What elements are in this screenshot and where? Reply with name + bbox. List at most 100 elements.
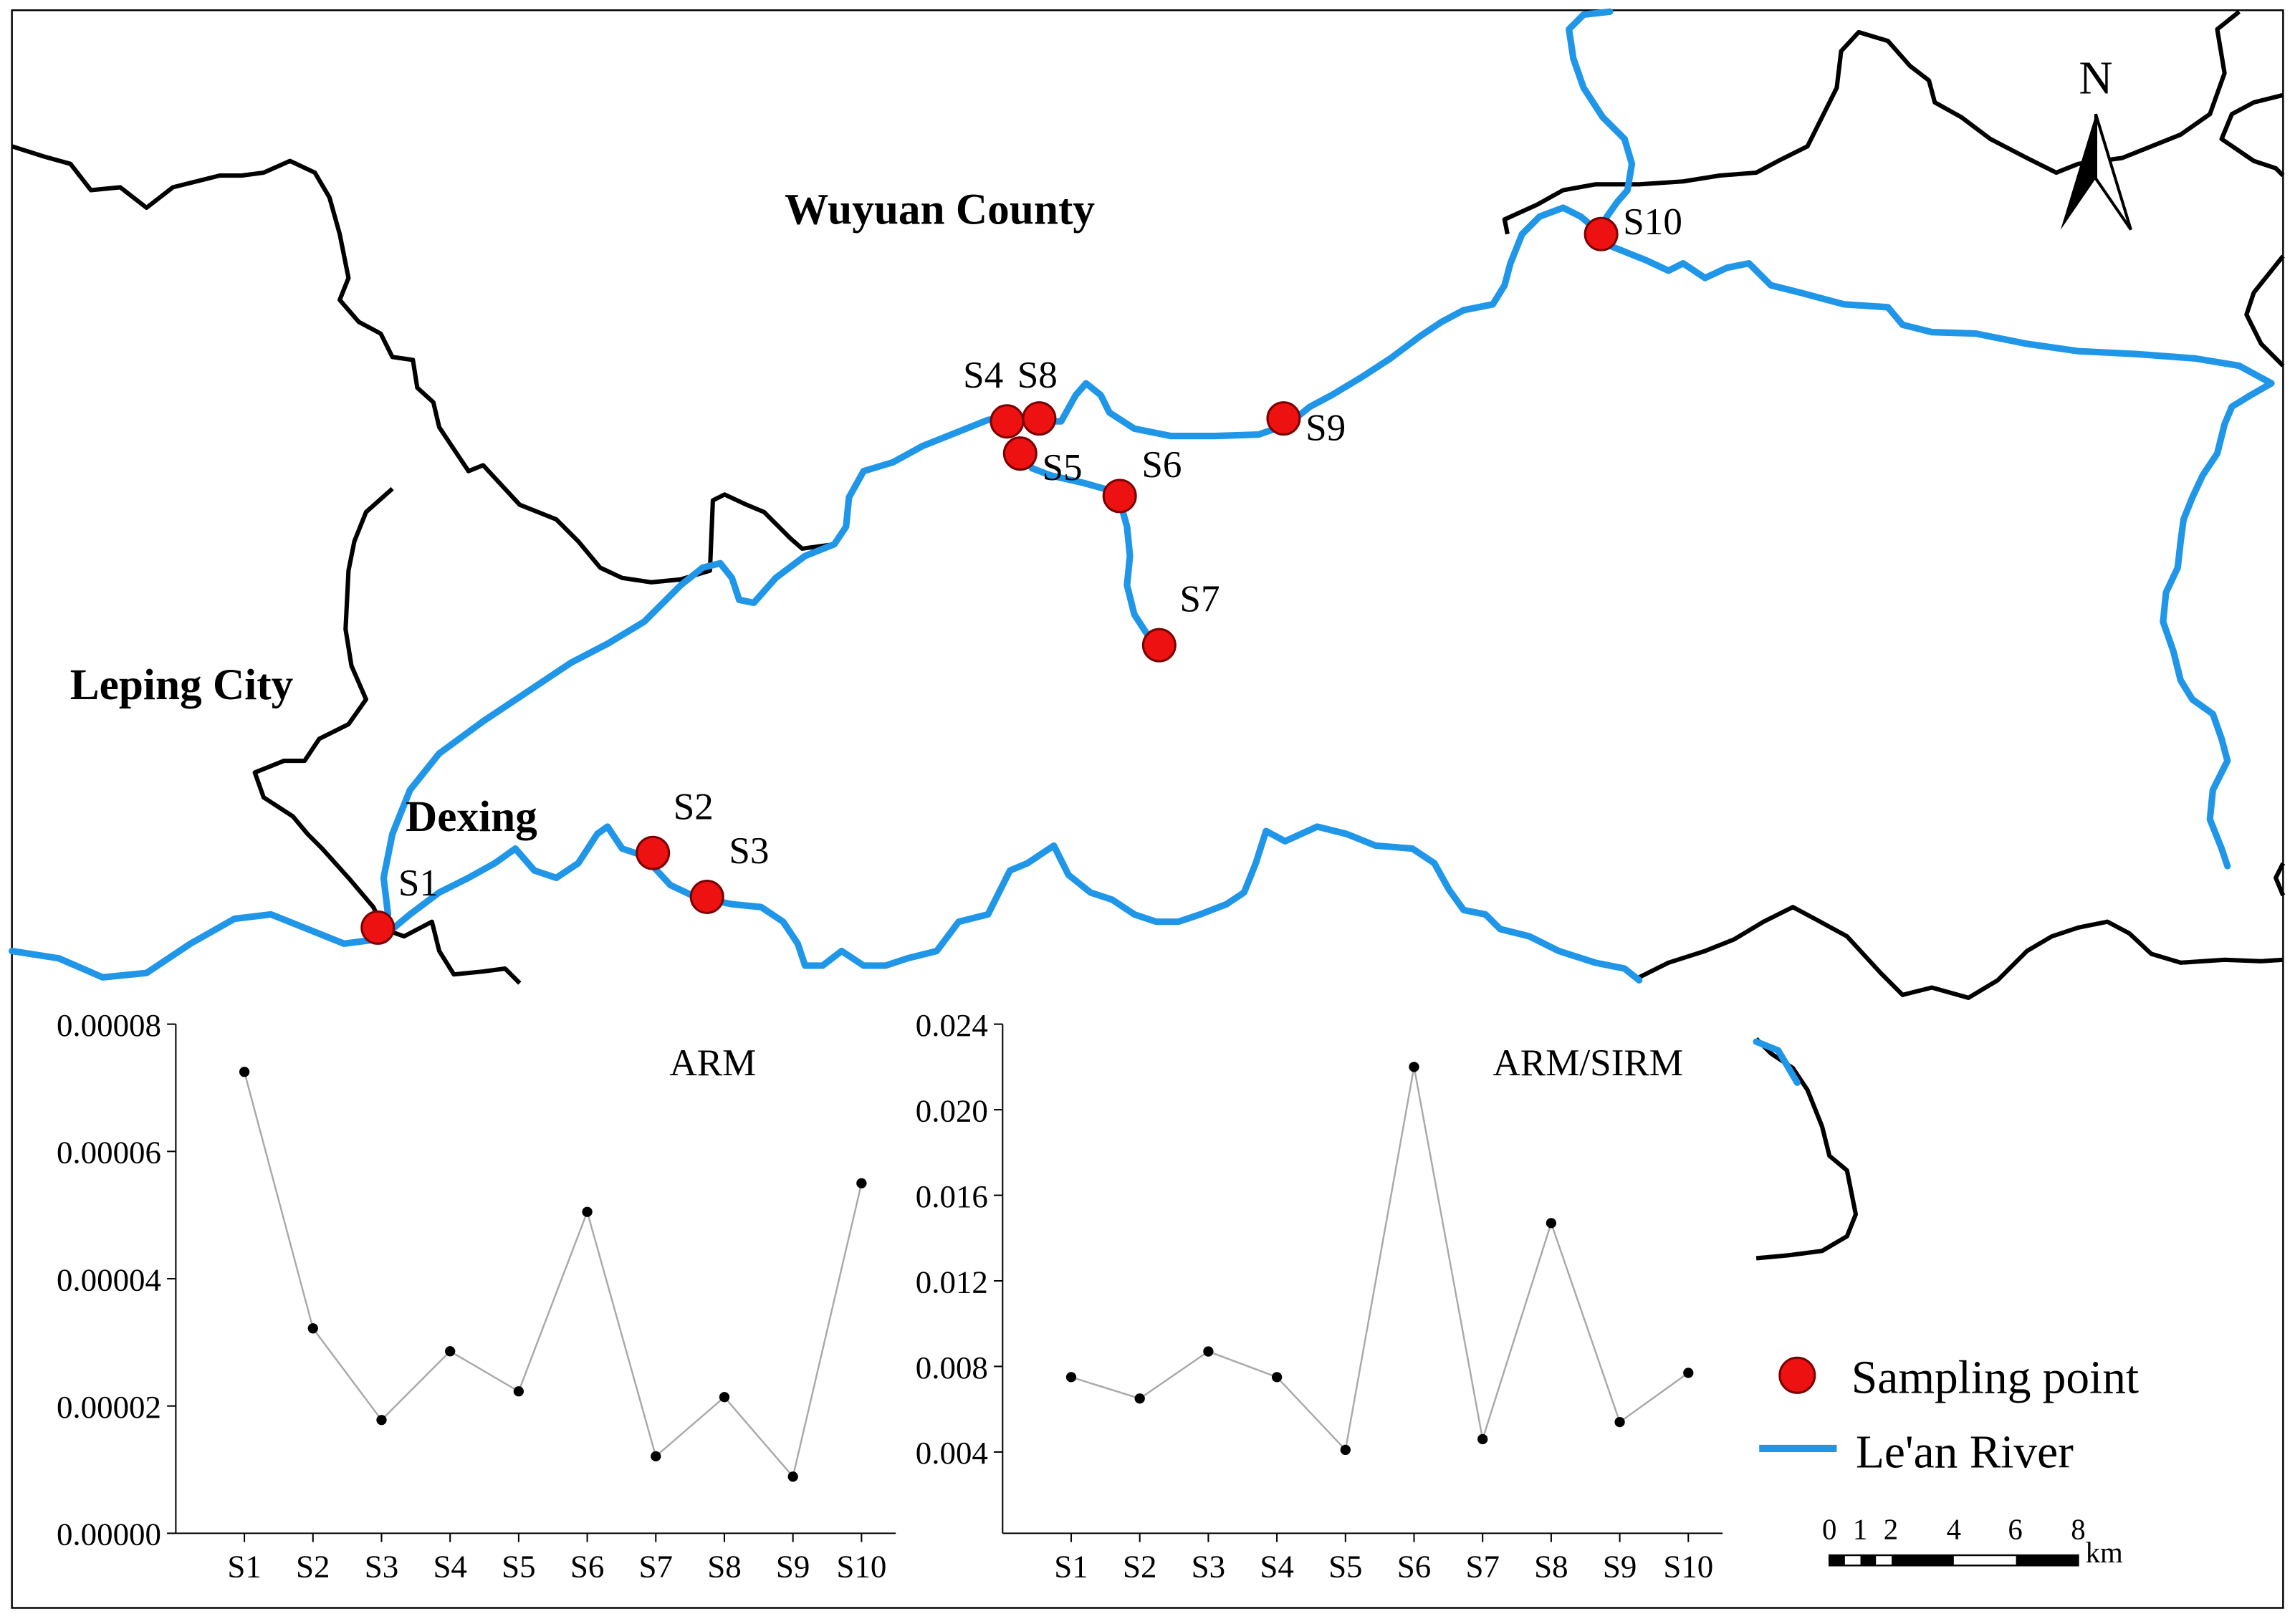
label-wuyuan-county: Wuyuan County: [785, 185, 1095, 234]
arm-sirm-point-s7: [1477, 1433, 1488, 1445]
sampling-point-marker-s3: [689, 879, 724, 914]
boundary-east-2: [2244, 254, 2285, 367]
arm-xtick-label: S10: [836, 1549, 886, 1585]
sampling-point-marker-s10: [1583, 216, 1619, 251]
arm-sirm-xtick-label: S4: [1260, 1549, 1293, 1585]
river-east-south: [2160, 380, 2275, 870]
arm-xtick-label: S8: [707, 1549, 741, 1585]
charts-panel: [14, 989, 1749, 1604]
arm-ytick-label: 0.00002: [57, 1389, 161, 1425]
arm-sirm-ytick-label: 0.004: [916, 1435, 988, 1471]
legend-point-symbol: [1778, 1356, 1816, 1394]
sampling-point-label-s4: S4: [963, 355, 1003, 396]
arm-ytick-label: 0.00008: [57, 1007, 161, 1043]
scale-tick-2: 2: [1884, 1514, 1898, 1546]
arm-sirm-point-s3: [1203, 1346, 1214, 1357]
sampling-point-label-s6: S6: [1141, 444, 1182, 486]
scale-tick-4: 4: [1947, 1514, 1961, 1546]
scale-seg-2: [1860, 1555, 1877, 1566]
scale-tick-0: 0: [1822, 1514, 1836, 1546]
arm-sirm-ytick-label: 0.024: [916, 1007, 988, 1043]
boundary-east: [2219, 92, 2285, 178]
scale-tick-1: 1: [1853, 1514, 1867, 1546]
label-leping-city: Leping City: [70, 660, 294, 709]
boundary-south: [1638, 905, 2284, 1000]
arm-sirm-point-s6: [1409, 1062, 1419, 1072]
lean-river: [9, 8, 2275, 1086]
sampling-point-label-s3: S3: [729, 830, 769, 872]
arm-xtick-label: S5: [502, 1549, 535, 1585]
arm-point-s3: [376, 1415, 387, 1426]
scale-tick-6: 6: [2008, 1514, 2022, 1546]
river-main: [9, 204, 1602, 981]
scale-bar: 0 1 2 4 6 8 km: [1822, 1514, 2123, 1570]
arm-ytick-label: 0.00006: [57, 1135, 161, 1171]
arm-xtick-label: S1: [227, 1549, 261, 1585]
arm-ytick-label: 0.00004: [57, 1262, 161, 1297]
boundary-west: [11, 144, 835, 585]
river-inset-stub: [1753, 1038, 1801, 1086]
arm-point-s9: [787, 1471, 798, 1482]
sampling-point-label-s7: S7: [1179, 579, 1220, 620]
arm-title: ARM: [669, 1042, 756, 1084]
arm-sirm-series-line: [1070, 1067, 1690, 1452]
arm-sirm-ytick-label: 0.012: [916, 1264, 988, 1299]
arm-sirm-xtick-label: S5: [1328, 1549, 1362, 1585]
scale-unit: km: [2086, 1537, 2123, 1569]
arm-sirm-xtick-label: S6: [1397, 1549, 1431, 1585]
arm-sirm-xtick-label: S3: [1192, 1549, 1225, 1585]
arm-sirm-ytick-label: 0.020: [916, 1092, 988, 1128]
boundary-north-east: [1502, 9, 2241, 235]
sampling-point-marker-s7: [1141, 628, 1177, 663]
sampling-point-label-s9: S9: [1305, 408, 1346, 449]
arm-point-s7: [651, 1451, 661, 1462]
sampling-point-marker-s2: [636, 835, 671, 870]
arm-sirm-title: ARM/SIRM: [1493, 1042, 1683, 1084]
label-dexing: Dexing: [406, 792, 537, 841]
arm-sirm-xtick-label: S10: [1663, 1549, 1713, 1585]
sampling-point-marker-s6: [1102, 479, 1137, 514]
arm-point-s2: [307, 1323, 318, 1334]
arm-point-s5: [513, 1386, 524, 1397]
arm-sirm-point-s1: [1065, 1372, 1077, 1383]
sampling-point-marker-s8: [1022, 401, 1057, 436]
arm-sirm-xtick-label: S9: [1603, 1549, 1637, 1585]
legend: Sampling point Le'an River: [1759, 1352, 2139, 1478]
arm-series-line: [243, 1071, 863, 1479]
arm-point-s8: [719, 1392, 730, 1403]
arm-xtick-label: S4: [433, 1549, 466, 1585]
sampling-point-label-s1: S1: [398, 863, 439, 904]
arm-point-s4: [445, 1346, 456, 1357]
arm-point-s10: [856, 1178, 867, 1188]
scale-seg-4: [2016, 1555, 2079, 1566]
river-south: [380, 823, 1643, 984]
north-arrow-label: N: [2079, 53, 2112, 105]
arm-sirm-point-s10: [1683, 1368, 1694, 1378]
sampling-point-marker-s9: [1266, 401, 1301, 436]
arm-sirm-xtick-label: S2: [1123, 1549, 1156, 1585]
arm-sirm-point-s4: [1271, 1372, 1283, 1383]
arm-sirm-ytick-label: 0.016: [916, 1178, 988, 1214]
sampling-points: S1 S2 S3 S4 S5 S6 S7 S8 S9 S10: [360, 201, 1682, 945]
county-boundaries: [11, 9, 2286, 1261]
arm-sirm-point-s2: [1134, 1393, 1145, 1404]
arm-xtick-label: S6: [570, 1549, 604, 1585]
chart-arm-sirm: 0.004 0.008 0.012 0.016 0.020 0.024 S1 S2 S3 S4 S5…: [916, 1007, 1723, 1585]
arm-sirm-point-s8: [1546, 1218, 1557, 1229]
scale-tick-8: 8: [2071, 1514, 2085, 1546]
arm-xtick-label: S7: [639, 1549, 673, 1585]
sampling-point-label-s5: S5: [1042, 447, 1082, 489]
sampling-point-label-s2: S2: [674, 787, 714, 828]
chart-arm: 0.00000 0.00002 0.00004 0.00006 0.00008 S1 S2 S…: [57, 1007, 896, 1585]
sampling-point-label-s8: S8: [1017, 355, 1058, 396]
scale-seg-3: [1892, 1555, 1954, 1566]
arm-sirm-xtick-label: S7: [1465, 1549, 1499, 1585]
arm-sirm-point-s5: [1340, 1444, 1351, 1456]
river-north-upper: [1566, 8, 1636, 235]
arm-xtick-label: S3: [365, 1549, 398, 1585]
sampling-point-marker-s5: [1002, 436, 1038, 471]
sampling-point-marker-s4: [990, 404, 1025, 439]
arm-sirm-point-s9: [1614, 1416, 1625, 1428]
